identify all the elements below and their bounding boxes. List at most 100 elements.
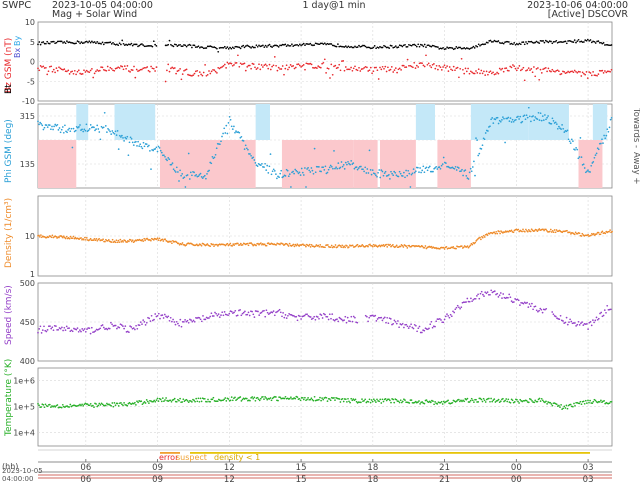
temperature-point [114,404,117,407]
bz-point [269,68,272,71]
bz-point [189,74,192,77]
speed-point [233,311,235,314]
bt-point [343,46,346,48]
density-point [94,239,97,242]
bt-point [252,46,255,49]
phi-point [594,154,597,156]
bt-point [546,40,548,43]
phi-point [595,152,598,155]
phi-point [356,168,359,171]
temperature-point [253,396,256,399]
bt-point [87,41,89,44]
bt-point [505,40,508,43]
density-point [552,231,555,234]
speed-point [442,321,445,324]
temperature-point [352,398,355,400]
bt-point [435,45,438,48]
bz-point [230,62,233,65]
speed-point [120,324,123,326]
phi-point [572,140,574,142]
temperature-point [61,403,64,406]
density-point [200,244,203,247]
density-point [307,245,310,247]
density-point [80,237,82,239]
speed-point [171,320,173,323]
speed-point [473,297,476,300]
speed-point [86,328,88,330]
bz-point [573,69,576,72]
density-point [498,230,500,233]
bt-point [364,45,367,48]
phi-point [419,167,421,169]
hour-tick-label: 12 [224,475,235,484]
temperature-point [371,400,374,403]
temperature-point [132,402,135,405]
phi-point [326,171,329,174]
density-point [574,231,577,234]
bt-point [584,39,587,41]
temperature-point [408,402,411,404]
phi-point [404,176,406,179]
speed-point [200,320,203,323]
bz-point [47,70,50,73]
phi-point [234,131,236,134]
suspect-flag-bar [160,452,180,454]
bt-point [175,43,177,46]
bt-point [388,47,391,49]
bt-point [354,45,356,48]
speed-point [483,295,485,297]
bz-point [548,70,551,72]
bz-point [500,68,502,71]
temperature-point [40,406,43,408]
bt-point [143,45,146,48]
bz-point [571,70,573,73]
speed-point [577,320,580,323]
bt-point [93,41,96,43]
temperature-point [319,396,321,399]
bz-point [552,70,555,73]
bz-point [576,71,579,74]
bt-point [71,42,74,44]
bt-point [448,46,451,49]
bz-point [521,68,523,71]
density-point [317,244,320,247]
speed-point [330,317,332,320]
phi-point [370,173,373,176]
bt-point [362,44,364,47]
speed-point [386,316,389,319]
phi-point [515,118,517,121]
density-point [71,237,74,240]
bz-point [387,66,389,69]
density-point [92,239,95,241]
temperature-point [266,398,269,401]
phi-point [534,116,537,118]
phi-point [342,164,345,166]
bt-point [204,47,206,49]
bt-point [139,43,142,46]
bt-point [102,43,105,46]
bz-point [586,77,589,79]
temperature-point [82,404,85,407]
temperature-point [160,400,163,403]
bt-point [305,43,308,45]
phi-point [324,165,327,168]
speed-point [263,309,265,312]
density-point [421,245,424,248]
bt-point [601,42,604,45]
density-point [47,236,50,239]
speed-point [380,316,383,319]
bt-point [458,46,460,49]
density-point [389,243,391,246]
bz-point [593,74,596,77]
phi-point [394,171,397,174]
temperature-point [279,396,282,399]
bz-point [398,67,401,70]
phi-point [589,171,591,173]
density-point [195,243,198,246]
speed-point [108,327,111,330]
speed-point [157,312,160,315]
bz-point [380,68,383,71]
bt-point [419,43,422,46]
speed-point [162,317,165,319]
bt-point [321,42,323,45]
